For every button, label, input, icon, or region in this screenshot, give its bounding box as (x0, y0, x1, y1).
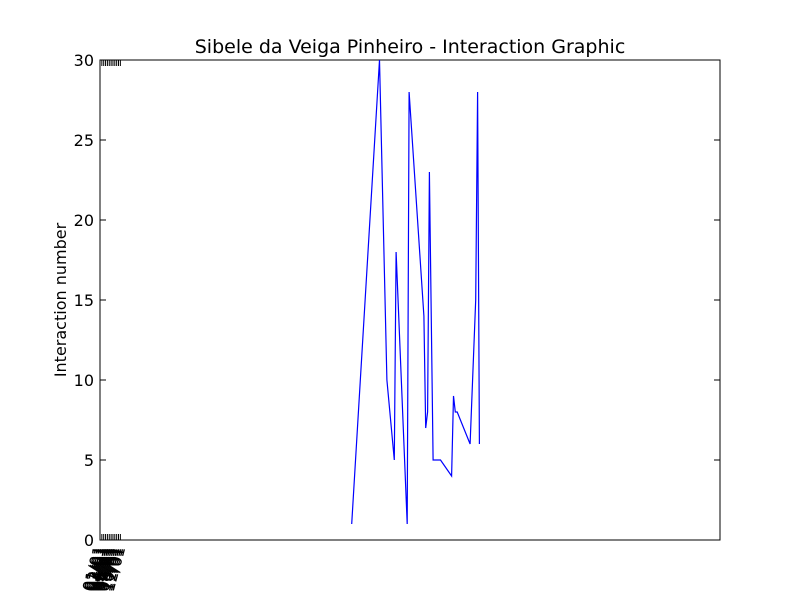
chart-title: Sibele da Veiga Pinheiro - Interaction G… (195, 36, 626, 58)
plot-area (99, 59, 721, 541)
y-tick-label: 15 (74, 291, 94, 310)
y-tick-label: 20 (74, 211, 94, 230)
y-tick-label: 30 (74, 51, 94, 70)
y-tick-label: 5 (84, 451, 94, 470)
y-tick-label: 10 (74, 371, 94, 390)
y-axis: 0 5 10 15 20 25 30 (74, 51, 720, 550)
y-axis-label: Interaction number (51, 222, 70, 377)
series-line (351, 59, 480, 525)
y-tick-label: 0 (84, 531, 94, 550)
y-tick-label: 25 (74, 131, 94, 150)
